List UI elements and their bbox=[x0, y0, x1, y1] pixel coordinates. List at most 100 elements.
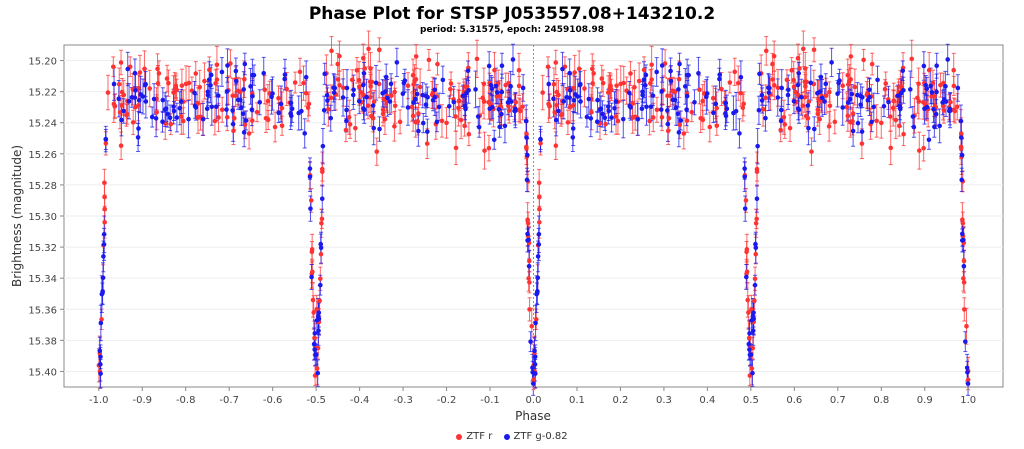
ztf-g-point bbox=[171, 104, 176, 109]
ztf-g-point bbox=[446, 103, 452, 109]
ztf-g-point bbox=[742, 206, 748, 211]
ztf-r-point bbox=[417, 84, 423, 90]
ztf-g-point bbox=[525, 231, 530, 237]
ztf-r-point bbox=[262, 87, 268, 93]
ztf-g-point bbox=[748, 352, 754, 357]
ztf-g-point bbox=[208, 83, 213, 88]
ztf-g-point bbox=[512, 108, 517, 114]
x-tick-label: 0.2 bbox=[612, 395, 628, 406]
ztf-g-point bbox=[755, 143, 760, 149]
ztf-g-point bbox=[692, 99, 697, 105]
ztf-r-point bbox=[439, 118, 445, 124]
ztf-r-point bbox=[811, 47, 817, 53]
ztf-g-point bbox=[364, 94, 369, 100]
ztf-g-point bbox=[606, 104, 611, 109]
ztf-g-point bbox=[525, 238, 530, 243]
ztf-r-point bbox=[665, 93, 670, 99]
ztf-r-point bbox=[582, 86, 587, 91]
ztf-r-point bbox=[318, 276, 323, 282]
ztf-g-point bbox=[414, 91, 420, 97]
ztf-r-point bbox=[116, 81, 122, 87]
ztf-r-point bbox=[572, 70, 577, 75]
ztf-r-point bbox=[613, 114, 619, 119]
ztf-r-point bbox=[916, 99, 922, 104]
ztf-g-point bbox=[571, 97, 577, 103]
ztf-r-point bbox=[802, 95, 808, 100]
ztf-r-point bbox=[368, 66, 373, 71]
ztf-g-point bbox=[136, 126, 141, 131]
ztf-g-point bbox=[331, 85, 336, 91]
y-tick-label: 15.28 bbox=[28, 181, 57, 192]
ztf-g-point bbox=[101, 254, 106, 259]
ztf-g-point bbox=[465, 68, 471, 74]
ztf-r-point bbox=[527, 280, 532, 285]
ztf-g-point bbox=[308, 206, 313, 211]
ztf-r-point bbox=[360, 55, 366, 61]
ztf-r-point bbox=[621, 80, 627, 86]
ztf-r-point bbox=[526, 276, 531, 281]
ztf-r-point bbox=[804, 79, 809, 85]
ztf-g-point bbox=[929, 90, 935, 95]
ztf-r-point bbox=[272, 124, 278, 130]
x-ticks: -1.0 -0.9 -0.8 -0.7 -0.6 -0.5 -0.4 -0.3 -0.2 -0.1… bbox=[89, 387, 976, 406]
ztf-g-point bbox=[344, 85, 350, 91]
ztf-r-point bbox=[740, 105, 746, 111]
ztf-r-point bbox=[319, 216, 325, 222]
ztf-r-point bbox=[382, 116, 388, 122]
legend-marker-r bbox=[456, 433, 463, 440]
ztf-g-point bbox=[530, 365, 535, 371]
ztf-r-point bbox=[320, 169, 325, 174]
ztf-r-point bbox=[772, 83, 777, 88]
ztf-g-point bbox=[835, 91, 840, 97]
ztf-r-point bbox=[392, 124, 397, 129]
ztf-g-point bbox=[837, 78, 842, 83]
ztf-g-point bbox=[499, 63, 505, 69]
ztf-g-point bbox=[296, 110, 302, 116]
ztf-r-point bbox=[743, 198, 749, 203]
ztf-r-point bbox=[600, 80, 606, 86]
ztf-g-point bbox=[602, 115, 608, 121]
legend-item-g: ZTF g-0.82 bbox=[503, 431, 568, 442]
ztf-g-point bbox=[886, 99, 891, 105]
ztf-g-point bbox=[855, 120, 861, 126]
ztf-r-point bbox=[932, 93, 937, 99]
ztf-g-point bbox=[238, 97, 243, 103]
ztf-g-point bbox=[160, 97, 166, 103]
ztf-g-point bbox=[818, 74, 824, 80]
ztf-g-point bbox=[900, 68, 906, 74]
ztf-g-point bbox=[613, 99, 619, 104]
ztf-g-point bbox=[320, 143, 326, 149]
ztf-g-point bbox=[561, 99, 567, 104]
ztf-r-point bbox=[888, 145, 894, 151]
ztf-g-point bbox=[101, 231, 107, 237]
x-tick-label: 0.7 bbox=[830, 395, 846, 406]
ztf-g-point bbox=[677, 61, 682, 67]
ztf-g-point bbox=[958, 118, 964, 124]
ztf-r-point bbox=[554, 89, 560, 95]
ztf-g-point bbox=[307, 174, 313, 180]
ztf-r-point bbox=[741, 101, 746, 107]
ztf-g-point bbox=[573, 92, 578, 97]
ztf-g-point bbox=[901, 87, 906, 93]
ztf-r-point bbox=[513, 99, 519, 105]
ztf-r-point bbox=[545, 64, 551, 70]
ztf-g-point bbox=[508, 99, 514, 104]
ztf-r-point bbox=[103, 141, 109, 146]
ztf-g-point bbox=[121, 108, 127, 114]
ztf-r-point bbox=[346, 114, 352, 120]
ztf-r-point bbox=[366, 46, 371, 52]
ztf-g-point bbox=[713, 101, 719, 107]
ztf-r-point bbox=[292, 80, 298, 85]
ztf-g-point bbox=[423, 93, 429, 99]
y-ticks: 15.20 15.22 15.24 15.26 15.28 15.30 15.32 15.34… bbox=[28, 57, 64, 378]
ztf-r-point bbox=[415, 119, 421, 124]
y-tick-label: 15.20 bbox=[28, 57, 57, 68]
ztf-g-point bbox=[416, 128, 421, 134]
ztf-g-point bbox=[895, 93, 901, 99]
ztf-r-point bbox=[681, 131, 687, 136]
ztf-g-point bbox=[523, 118, 529, 124]
ztf-r-point bbox=[102, 194, 107, 200]
ztf-r-point bbox=[940, 103, 946, 109]
ztf-r-point bbox=[951, 83, 957, 89]
ztf-r-point bbox=[207, 67, 212, 73]
